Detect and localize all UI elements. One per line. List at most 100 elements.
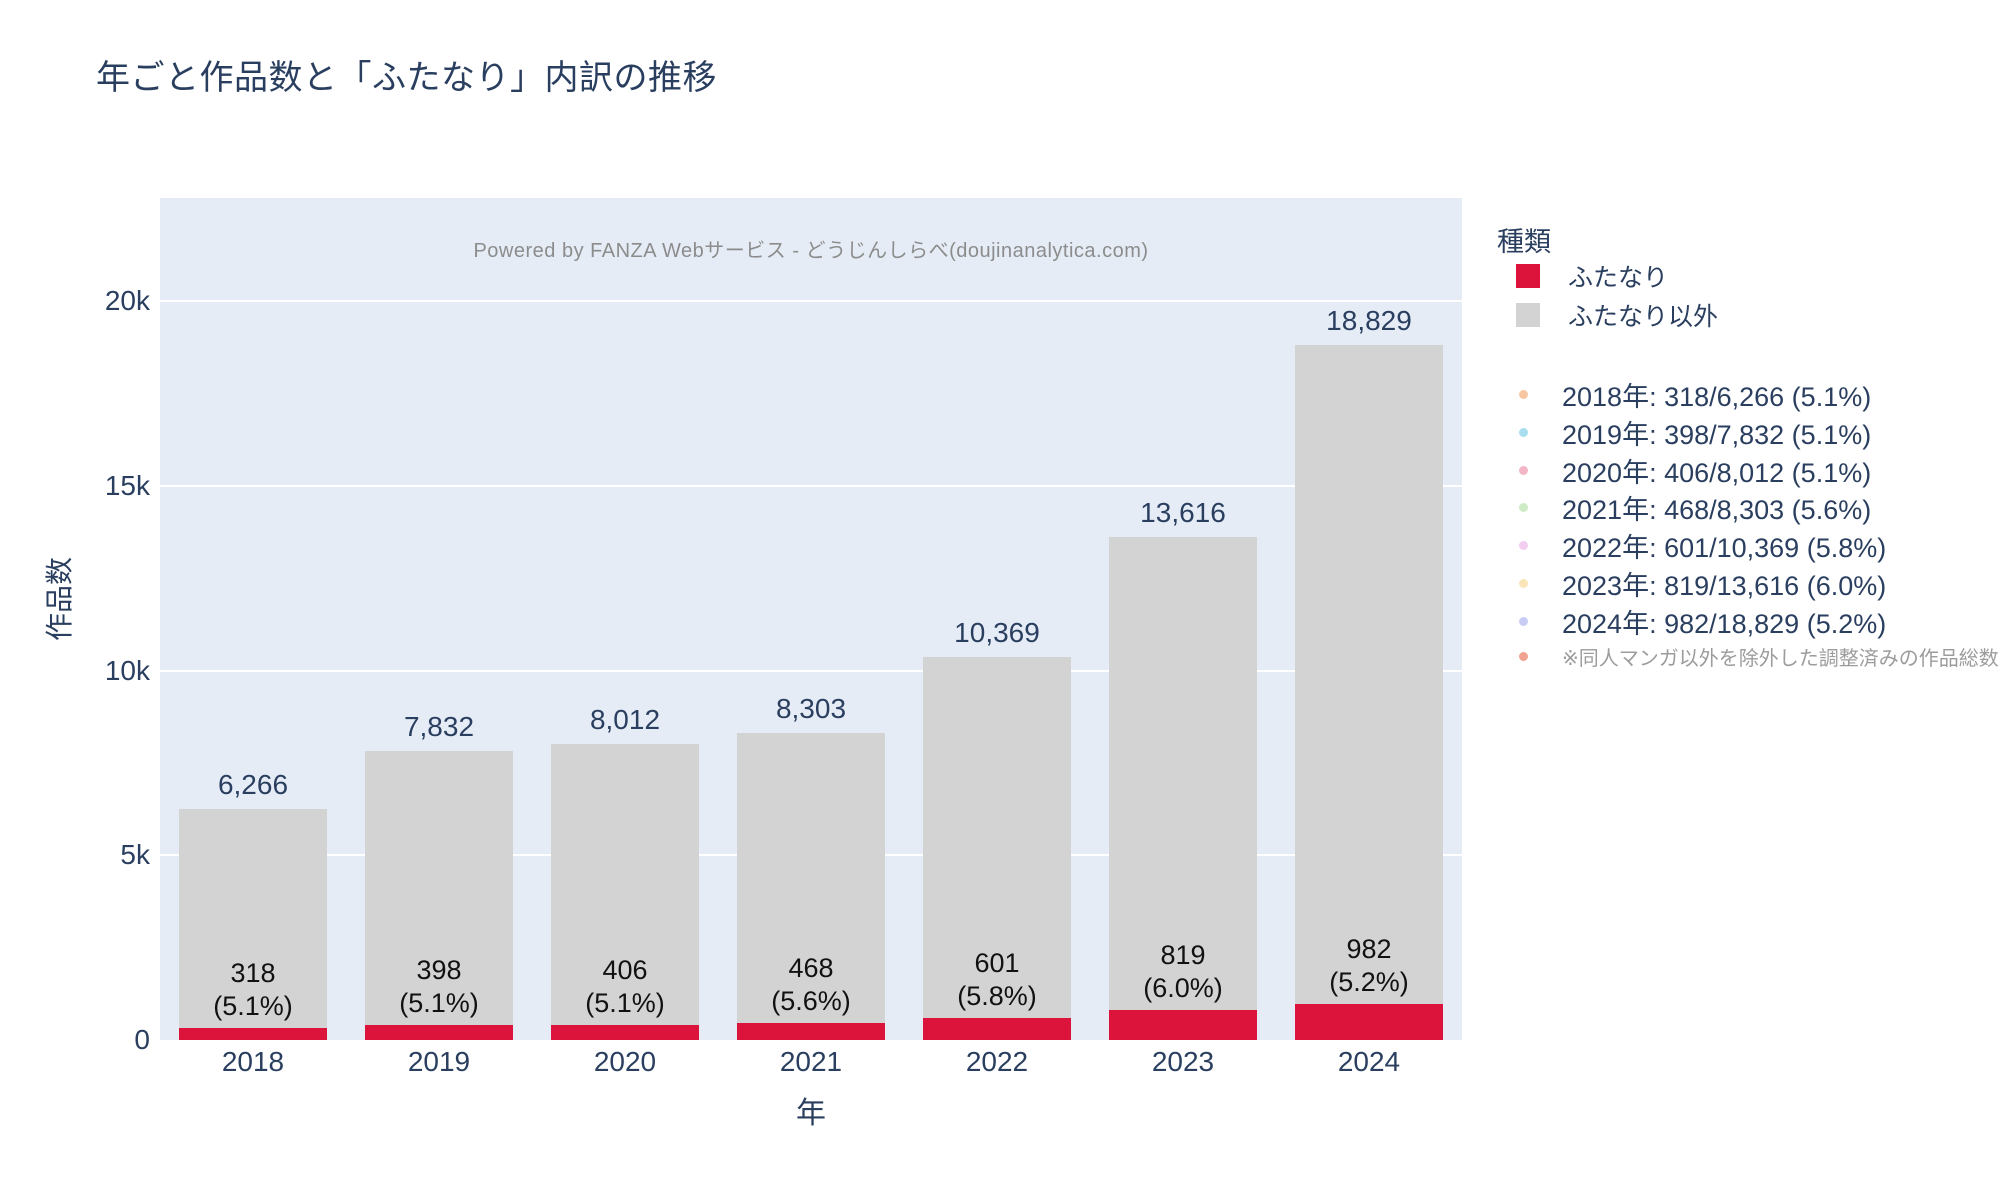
bar-total-label: 10,369: [954, 617, 1040, 649]
annotation-dot-icon: [1519, 390, 1528, 399]
bar-inside-count: 982: [1346, 933, 1392, 964]
legend-swatch-icon: [1516, 303, 1540, 327]
legend-item-other[interactable]: ふたなり以外: [1516, 297, 1718, 333]
bar-inside-label: 398 (5.1%): [346, 954, 532, 1020]
bar-segment-futanari[interactable]: [178, 1028, 328, 1040]
annotation-text: ※同人マンガ以外を除外した調整済みの作品総数: [1562, 648, 1999, 670]
bar-segment-futanari[interactable]: [922, 1017, 1072, 1040]
gridline: [160, 300, 1462, 303]
gridline: [160, 669, 1462, 672]
bar-inside-label: 601 (5.8%): [904, 947, 1090, 1013]
x-tick-label: 2021: [779, 1046, 843, 1077]
annotation-dot-icon: [1519, 616, 1528, 626]
annotation-line: 2020年: 406/8,012 (5.1%): [1519, 451, 1871, 490]
annotation-text: 2024年: 982/18,829 (5.2%): [1562, 608, 1887, 639]
bar-total-label: 7,832: [403, 710, 475, 742]
bar-inside-label: 318 (5.1%): [160, 957, 346, 1023]
bar-inside-count: 601: [974, 947, 1020, 978]
x-tick-label: 2024: [1337, 1046, 1401, 1077]
annotation-line: 2024年: 982/18,829 (5.2%): [1519, 602, 1886, 641]
annotation-dot-icon: [1519, 427, 1528, 437]
annotation-dot-icon: [1519, 503, 1528, 513]
bar-segment-other[interactable]: [364, 750, 514, 1026]
bar-inside-count: 398: [416, 955, 462, 986]
gridline: [160, 485, 1462, 488]
legend-item-label: ふたなり: [1568, 264, 1669, 292]
annotation-text: 2023年: 819/13,616 (6.0%): [1562, 571, 1887, 601]
bar-segment-other[interactable]: [736, 733, 886, 1023]
watermark-text: Powered by FANZA Webサービス - どうじんしらべ(douji…: [473, 240, 1149, 262]
bar-total-label: 18,829: [1326, 304, 1412, 336]
bar-inside-count: 406: [602, 955, 648, 986]
annotation-note-line: ※同人マンガ以外を除外した調整済みの作品総数: [1519, 642, 1999, 671]
bar-inside-percent: (5.1%): [213, 991, 293, 1022]
bar-group: [1294, 344, 1444, 1040]
bar-segment-other[interactable]: [1108, 537, 1258, 1010]
bar-inside-label: 468 (5.6%): [718, 952, 904, 1018]
bar-segment-other[interactable]: [550, 744, 700, 1026]
annotation-line: 2023年: 819/13,616 (6.0%): [1519, 564, 1886, 603]
annotation-dot-icon: [1519, 652, 1528, 661]
bar-inside-percent: (5.1%): [585, 988, 665, 1019]
bar-inside-label: 406 (5.1%): [532, 954, 718, 1020]
annotation-dot-icon: [1519, 579, 1528, 588]
bar-group: [922, 657, 1072, 1040]
bar-group: [1108, 537, 1258, 1040]
y-axis-title: 作品数: [44, 556, 75, 641]
bar-inside-percent: (5.6%): [771, 985, 851, 1016]
annotation-dot-icon: [1519, 541, 1528, 551]
bar-segment-futanari[interactable]: [364, 1025, 514, 1040]
annotation-line: 2021年: 468/8,303 (5.6%): [1519, 488, 1871, 527]
bar-inside-percent: (5.8%): [957, 980, 1037, 1011]
legend-item-label: ふたなり以外: [1568, 303, 1719, 331]
bar-segment-other[interactable]: [922, 657, 1072, 1018]
legend-item-futanari[interactable]: ふたなり: [1516, 258, 1668, 294]
plot-area: Powered by FANZA Webサービス - どうじんしらべ(douji…: [160, 198, 1462, 1040]
bar-segment-other[interactable]: [178, 808, 328, 1029]
x-tick-label: 2018: [221, 1046, 285, 1077]
bar-total-label: 8,303: [775, 693, 847, 725]
bar-inside-count: 819: [1160, 939, 1206, 970]
bar-segment-other[interactable]: [1294, 344, 1444, 1004]
bar-inside-label: 819 (6.0%): [1090, 939, 1276, 1005]
bar-inside-percent: (5.2%): [1329, 966, 1409, 997]
bar-inside-count: 318: [230, 958, 276, 989]
legend-swatch-icon: [1516, 264, 1540, 288]
bar-inside-count: 468: [788, 952, 834, 983]
chart-title: 年ごと作品数と「ふたなり」内訳の推移: [96, 59, 717, 97]
bar-total-label: 13,616: [1140, 497, 1226, 529]
bar-group: [364, 750, 514, 1040]
bar-group: [736, 733, 886, 1040]
x-tick-label: 2019: [407, 1046, 471, 1077]
annotation-text: 2021年: 468/8,303 (5.6%): [1562, 495, 1872, 526]
y-tick-label: 10k: [104, 654, 150, 686]
legend-title: 種類: [1497, 227, 1551, 257]
annotation-text: 2020年: 406/8,012 (5.1%): [1562, 457, 1872, 488]
bar-group: [550, 744, 700, 1040]
y-tick-label: 0: [134, 1024, 150, 1055]
x-tick-label: 2022: [965, 1046, 1029, 1077]
bar-segment-futanari[interactable]: [1108, 1009, 1258, 1040]
annotation-line: 2019年: 398/7,832 (5.1%): [1519, 413, 1871, 452]
bar-total-label: 8,012: [589, 704, 661, 736]
bar-group: [178, 808, 328, 1040]
y-tick-label: 15k: [104, 470, 150, 502]
x-tick-label: 2020: [593, 1046, 657, 1077]
x-axis-title: 年: [796, 1097, 826, 1130]
x-tick-label: 2023: [1151, 1046, 1215, 1077]
annotation-text: 2018年: 318/6,266 (5.1%): [1562, 382, 1872, 412]
annotation-text: 2022年: 601/10,369 (5.8%): [1562, 533, 1887, 564]
y-tick-label: 20k: [104, 285, 150, 317]
annotation-line: 2018年: 318/6,266 (5.1%): [1519, 375, 1871, 414]
y-tick-label: 5k: [120, 839, 150, 871]
bar-segment-futanari[interactable]: [550, 1025, 700, 1040]
annotation-dot-icon: [1519, 465, 1528, 475]
bar-inside-percent: (5.1%): [399, 988, 479, 1019]
bar-segment-futanari[interactable]: [1294, 1003, 1444, 1040]
bar-inside-percent: (6.0%): [1143, 972, 1223, 1003]
annotation-line: 2022年: 601/10,369 (5.8%): [1519, 526, 1886, 565]
bar-inside-label: 982 (5.2%): [1276, 933, 1462, 999]
bar-segment-futanari[interactable]: [736, 1022, 886, 1040]
bar-total-label: 6,266: [217, 768, 289, 800]
annotation-text: 2019年: 398/7,832 (5.1%): [1562, 419, 1872, 450]
